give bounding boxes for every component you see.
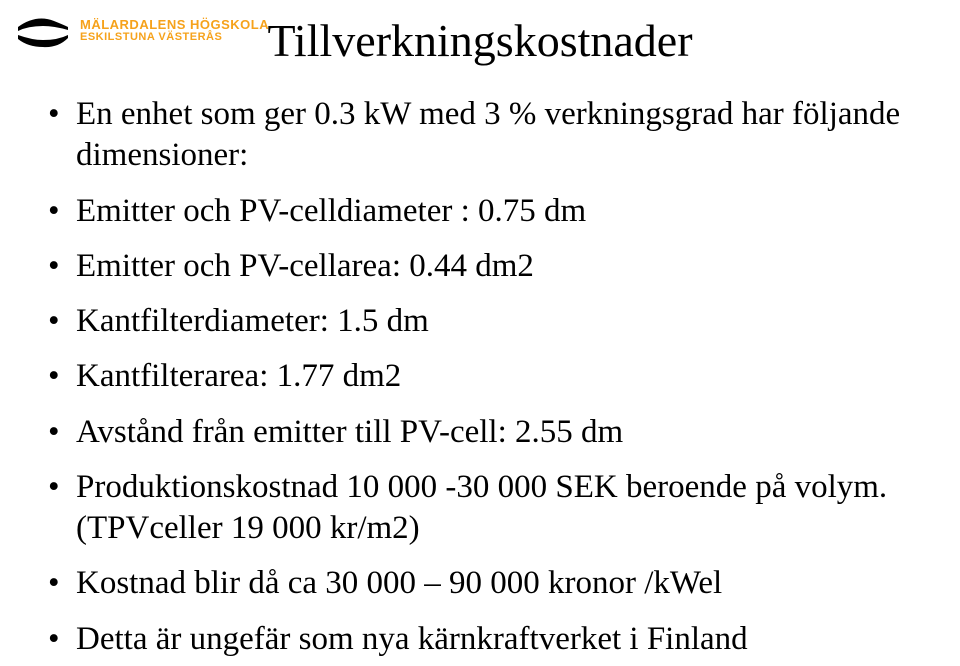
slide-title: Tillverkningskostnader (0, 14, 960, 67)
list-item: Kantfilterdiameter: 1.5 dm (48, 301, 912, 342)
list-item: Produktionskostnad 10 000 -30 000 SEK be… (48, 467, 912, 550)
list-item: En enhet som ger 0.3 kW med 3 % verkning… (48, 94, 912, 177)
slide: MÄLARDALENS HÖGSKOLA ESKILSTUNA VÄSTERÅS… (0, 0, 960, 666)
list-item: Emitter och PV-celldiameter : 0.75 dm (48, 191, 912, 232)
list-item: Avstånd från emitter till PV-cell: 2.55 … (48, 412, 912, 453)
list-item: Kostnad blir då ca 30 000 – 90 000 krono… (48, 563, 912, 604)
list-item: Kantfilterarea: 1.77 dm2 (48, 356, 912, 397)
list-item: Emitter och PV-cellarea: 0.44 dm2 (48, 246, 912, 287)
list-item: Detta är ungefär som nya kärnkraftverket… (48, 619, 912, 660)
slide-content: En enhet som ger 0.3 kW med 3 % verkning… (48, 90, 912, 666)
bullet-list: En enhet som ger 0.3 kW med 3 % verkning… (48, 94, 912, 660)
